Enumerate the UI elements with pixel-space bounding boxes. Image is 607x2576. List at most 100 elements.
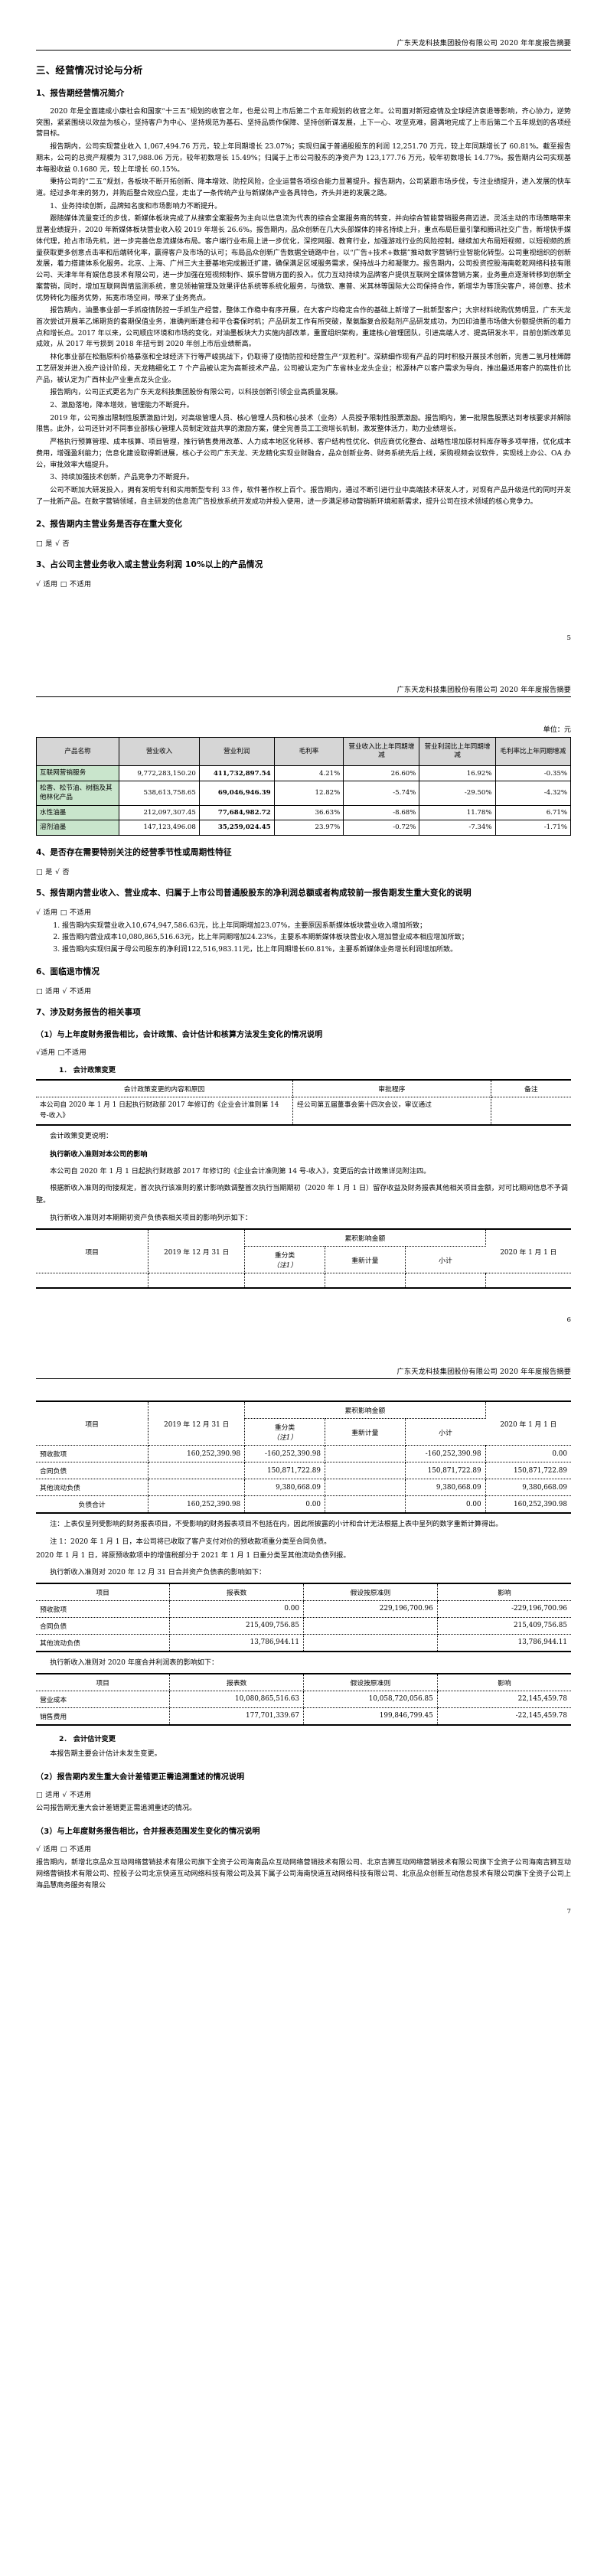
col-approval-procedure: 审批程序 <box>292 1079 491 1098</box>
section-6-checkbox-choice[interactable]: □ 适用 √ 不适用 <box>36 988 92 996</box>
col-impact: 影响 <box>437 1582 571 1601</box>
balance-sheet-2020-impact-table: 项目 报表数 假设按原准则 影响 预收款项 0.00 229,196,700.9… <box>36 1582 571 1652</box>
cell-item: 合同负债 <box>36 1462 149 1480</box>
cell-margin-yoy: -0.35% <box>494 765 572 781</box>
cell-revenue: 147,123,496.08 <box>119 820 200 836</box>
col-revenue: 营业收入 <box>119 737 200 767</box>
table-row: 合同负债 215,409,756.85 215,409,756.85 <box>36 1617 571 1635</box>
section-7-1-heading: （1）与上年度财务报告相比，会计政策、会计估计和核算方法发生变化的情况说明 <box>36 1031 323 1040</box>
page-top-spacer <box>36 647 571 683</box>
cell-item: 营业成本 <box>36 1691 171 1708</box>
section-5-checkbox-choice[interactable]: √ 适用 □ 不适用 <box>36 908 92 917</box>
cell-profit-yoy: 16.92% <box>419 765 496 781</box>
cell-reclass: 9,380,668.09 <box>244 1479 325 1497</box>
cell-remeasure <box>325 1445 406 1463</box>
section-2-heading: 2、报告期内主营业务是否存在重大变化 <box>36 520 183 530</box>
item-3-heading: 3、持续加强技术创新，产品竞争力不断提升。 <box>50 474 194 482</box>
balance-sheet-impact-table: 项目 2019 年 12 月 31 日 累积影响金额 2020 年 1 月 1 … <box>36 1400 571 1515</box>
page-7: 广东天龙科技集团股份有限公司 2020 年年度报告摘要 项目 2019 年 12… <box>0 1329 607 1921</box>
bs2020-lead-text: 执行新收入准则对 2020 年 12 月 31 日合并资产负债表的影响如下： <box>50 1568 266 1577</box>
col-gross-margin: 毛利率 <box>273 737 344 767</box>
col-remark: 备注 <box>491 1079 571 1098</box>
cell-item: 其他流动负债 <box>36 1634 171 1652</box>
col-date-new: 2020 年 1 月 1 日 <box>485 1400 571 1446</box>
running-header: 广东天龙科技集团股份有限公司 2020 年年度报告摘要 <box>397 1368 571 1377</box>
cell-margin-yoy: 6.71% <box>494 804 572 821</box>
cell-revenue-yoy: 26.60% <box>343 765 420 781</box>
paragraph-4: 跟随媒体流量变迁的步伐，新媒体板块完成了从搜索全案服务为主向以信息流为代表的综合… <box>36 215 571 302</box>
table-row: 其他流动负债 13,786,944.11 13,786,944.11 <box>36 1634 571 1652</box>
cell-item: 销售费用 <box>36 1707 171 1726</box>
table-footnote-1: 注 1：2020 年 1 月 1 日，本公司将已收取了客户支付对价的预收款项重分… <box>50 1538 331 1547</box>
cell-subtotal: -160,252,390.98 <box>405 1445 486 1463</box>
table-row: 互联网营销服务 9,772,283,150.20 411,732,897.54 … <box>35 765 572 781</box>
cell-impact: 22,145,459.78 <box>437 1691 571 1708</box>
cell-margin: 12.82% <box>273 780 344 806</box>
cell-prev <box>148 1479 246 1497</box>
accounting-estimate-change-heading: 2． 会计估计变更 <box>59 1734 116 1743</box>
list-item: 报告期内实现营业收入10,674,947,586.63元，比上年同期增加23.0… <box>62 921 571 932</box>
cell-product-name: 溶剂油墨 <box>35 820 120 836</box>
col-reclassification: 重分类 （注1） <box>244 1246 325 1274</box>
col-reclassification-label: 重分类 <box>274 1424 295 1433</box>
header-rule <box>36 50 571 51</box>
cell-revenue-yoy: -8.68% <box>343 804 420 821</box>
section-7-1-checkbox-choice[interactable]: √适用 □不适用 <box>36 1049 86 1058</box>
table-header-row-top: 项目 2019 年 12 月 31 日 累积影响金额 2020 年 1 月 1 … <box>36 1400 571 1446</box>
accounting-estimate-change-text: 本报告期主要会计估计未发生变更。 <box>50 1749 162 1758</box>
section-7-2-checkbox-choice[interactable]: □ 适用 √ 不适用 <box>36 1792 92 1800</box>
section-4-checkbox-choice[interactable]: □ 是 √ 否 <box>36 868 70 876</box>
cell-revenue-yoy: -5.74% <box>343 780 420 806</box>
section-7-3-text: 报告期内，新增北京品众互动网络营销技术有限公司旗下全资子公司海南品众互动网络营销… <box>36 1859 571 1890</box>
table-row-empty <box>36 1273 571 1290</box>
col-reclassification-note: （注1） <box>272 1262 298 1270</box>
col-subtotal: 小计 <box>405 1246 486 1274</box>
col-reclassification: 重分类 （注1） <box>244 1418 325 1446</box>
table-header-row: 项目 报表数 假设按原准则 影响 <box>36 1582 571 1601</box>
page-5-bottom-gap <box>36 596 571 627</box>
cell-margin: 36.63% <box>273 804 344 821</box>
cell-reported: 13,786,944.11 <box>169 1634 304 1652</box>
col-original-standard: 假设按原准则 <box>303 1672 438 1691</box>
col-revenue-yoy: 营业收入比上年同期增减 <box>343 737 420 767</box>
paragraph-3: 秉持公司的“二五”规划，各板块不断开拓创新、降本增效、防控风险，企业运营各项综合… <box>36 178 571 198</box>
cell-product-name: 水性油墨 <box>35 804 120 821</box>
cell-prev: 160,252,390.98 <box>148 1495 246 1515</box>
section-7-2-heading: （2）报告期内发生重大会计差错更正需追溯重述的情况说明 <box>36 1773 245 1782</box>
table-row: 预收款项 0.00 229,196,700.96 -229,196,700.96 <box>36 1600 571 1618</box>
page-6-bottom-gap <box>36 1292 571 1309</box>
page-title: 三、经营情况讨论与分析 <box>36 64 143 76</box>
table-row: 其他流动负债 9,380,668.09 9,380,668.09 9,380,6… <box>36 1479 571 1497</box>
impact-heading: 执行新收入准则对本公司的影响 <box>50 1149 148 1159</box>
col-date-prev: 2019 年 12 月 31 日 <box>148 1400 246 1446</box>
table-row: 水性油墨 212,097,307.45 77,684,982.72 36.63%… <box>35 804 572 821</box>
section-3-checkbox-choice[interactable]: √ 适用 □ 不适用 <box>36 581 92 589</box>
cell-item: 预收款项 <box>36 1600 171 1618</box>
table-row: 预收款项 160,252,390.98 -160,252,390.98 -160… <box>36 1445 571 1463</box>
cell-reclass: -160,252,390.98 <box>244 1445 325 1463</box>
col-subtotal: 小计 <box>405 1418 486 1446</box>
cell-original: 229,196,700.96 <box>303 1600 438 1618</box>
col-remeasurement: 重新计量 <box>325 1246 406 1274</box>
col-item: 项目 <box>36 1400 149 1446</box>
cell-original <box>303 1617 438 1635</box>
paragraph-1: 2020 年是全面建成小康社会和国家“十三五”规划的收官之年，也是公司上市后第二… <box>36 108 571 139</box>
paragraph-10: 公司不断加大研发投入，拥有发明专利和实用新型专利 33 件，软件著作权上百个。报… <box>36 487 571 506</box>
cell-empty <box>36 1273 149 1290</box>
cell-product-name: 松香、松节油、树脂及其他林化产品 <box>35 780 120 806</box>
running-header: 广东天龙科技集团股份有限公司 2020 年年度报告摘要 <box>397 39 571 47</box>
policy-note-label: 会计政策变更说明： <box>50 1132 113 1140</box>
cell-revenue: 538,613,758.65 <box>119 780 200 806</box>
cell-profit: 69,046,946.39 <box>198 780 275 806</box>
cell-prev: 160,252,390.98 <box>148 1445 246 1463</box>
cell-reported: 215,409,756.85 <box>169 1617 304 1635</box>
section-4-heading: 4、是否存在需要特别关注的经营季节性或周期性特征 <box>36 847 232 857</box>
cell-empty <box>148 1273 246 1290</box>
item-1-heading: 1、业务持续创新，品牌知名度和市场影响力不断提升。 <box>50 202 222 210</box>
col-impact: 影响 <box>437 1672 571 1691</box>
section-2-checkbox-choice[interactable]: □ 是 √ 否 <box>36 540 70 549</box>
cell-revenue-yoy: -0.72% <box>343 820 420 836</box>
section-7-3-checkbox-choice[interactable]: √ 适用 □ 不适用 <box>36 1846 92 1854</box>
cell-reported: 10,080,865,516.63 <box>169 1691 304 1708</box>
cell-revenue: 212,097,307.45 <box>119 804 200 821</box>
